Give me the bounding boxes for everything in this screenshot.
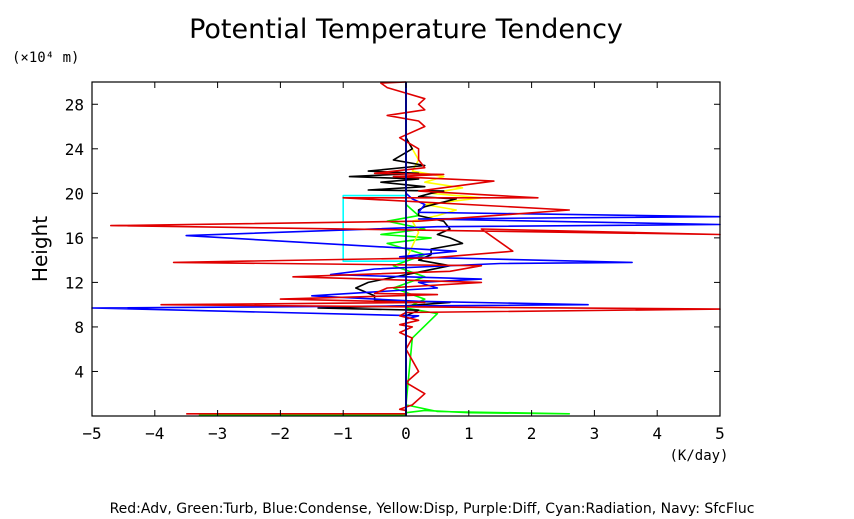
series-line-4: [317, 82, 464, 416]
x-tick-label: −4: [145, 424, 164, 443]
series-line-2: [198, 82, 571, 416]
y-tick-label: 20: [65, 184, 84, 203]
y-tick-label: 24: [65, 140, 84, 159]
series-layer: [91, 81, 721, 416]
chart-title: Potential Temperature Tendency: [189, 14, 623, 45]
series-line-6: [110, 81, 721, 415]
x-unit-label: (K/day): [669, 448, 728, 464]
y-tick-label: 4: [74, 362, 84, 381]
x-tick-label: −3: [208, 424, 227, 443]
x-tick-label: −5: [82, 424, 101, 443]
y-axis-label: Height: [28, 216, 52, 282]
x-axis-ticks: −5 −4 −3 −2 −1 0 1 2 3 4 5: [82, 82, 725, 443]
y-axis-ticks: 4 8 12 16 20 24 28: [65, 95, 720, 381]
x-tick-label: 0: [401, 424, 411, 443]
x-tick-label: −2: [271, 424, 290, 443]
x-tick-label: 1: [464, 424, 474, 443]
x-tick-label: 4: [652, 424, 662, 443]
y-unit-label: (×10⁴ m): [12, 50, 79, 66]
y-tick-label: 16: [65, 229, 84, 248]
x-tick-label: 3: [590, 424, 600, 443]
y-tick-label: 28: [65, 95, 84, 114]
x-tick-label: 5: [715, 424, 725, 443]
legend-caption: Red:Adv, Green:Turb, Blue:Condense, Yell…: [110, 501, 755, 517]
x-tick-label: −1: [334, 424, 353, 443]
x-tick-label: 2: [527, 424, 537, 443]
y-tick-label: 12: [65, 273, 84, 292]
y-tick-label: 8: [74, 318, 84, 337]
